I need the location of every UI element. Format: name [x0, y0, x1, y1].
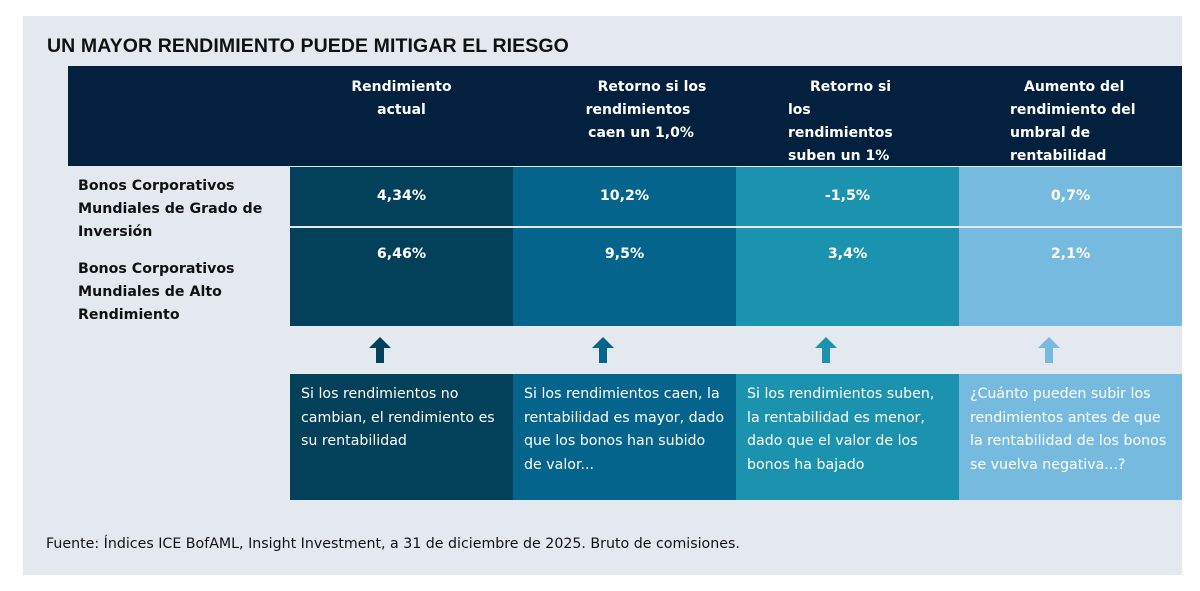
description-yields-rise: Si los rendimientos suben, la rentabilid…: [736, 374, 959, 500]
description-breakeven: ¿Cuánto pueden subir los rendimientos an…: [959, 374, 1182, 500]
source-footnote: Fuente: Índices ICE BofAML, Insight Inve…: [46, 536, 740, 552]
header-line: rendimientos: [585, 102, 691, 118]
header-breakeven: Aumento del rendimiento del umbral de re…: [1010, 76, 1180, 168]
cell-hy-current-yield: 6,46%: [290, 228, 513, 326]
header-return-yields-rise: Retorno si los rendimientos suben un 1%: [788, 76, 988, 168]
cell-hy-breakeven: 2,1%: [959, 228, 1182, 326]
header-return-yields-fall: Retorno si los rendimientos caen un 1,0%: [538, 76, 738, 145]
row-label-high-yield: Bonos Corporativos Mundiales de Alto Ren…: [78, 261, 235, 323]
arrow-up-icon: [937, 336, 1160, 366]
infographic-panel: UN MAYOR RENDIMIENTO PUEDE MITIGAR EL RI…: [23, 16, 1182, 575]
header-line: Aumento del: [1024, 79, 1125, 95]
description-yields-fall: Si los rendimientos caen, la rentabilida…: [513, 374, 736, 500]
cell-ig-yields-fall: 10,2%: [513, 167, 736, 226]
cell-hy-yields-fall: 9,5%: [513, 228, 736, 326]
header-line: actual: [377, 102, 426, 118]
header-line: Retorno si los: [597, 79, 707, 95]
arrow-up-icon: [714, 336, 937, 366]
page-title: UN MAYOR RENDIMIENTO PUEDE MITIGAR EL RI…: [47, 35, 569, 57]
description-current-yield: Si los rendimientos no cambian, el rendi…: [290, 374, 513, 500]
header-line: Rendimiento: [351, 79, 452, 95]
header-line: los: [788, 102, 811, 118]
row-divider: [290, 226, 1182, 228]
header-line: caen un 1,0%: [588, 125, 694, 141]
table-header: Rendimiento actual Retorno si los rendim…: [68, 66, 1182, 166]
header-line: suben un 1%: [788, 148, 890, 164]
cell-ig-yields-rise: -1,5%: [736, 167, 959, 226]
header-line: rendimientos: [788, 125, 893, 141]
cell-ig-current-yield: 4,34%: [290, 167, 513, 226]
arrow-up-icon: [491, 336, 714, 366]
header-current-yield: Rendimiento actual: [290, 76, 513, 122]
cell-ig-breakeven: 0,7%: [959, 167, 1182, 226]
cell-hy-yields-rise: 3,4%: [736, 228, 959, 326]
header-line: Retorno si: [810, 79, 892, 95]
arrow-up-icon: [268, 336, 491, 366]
row-label-investment-grade: Bonos Corporativos Mundiales de Grado de…: [78, 178, 263, 240]
header-line: rentabilidad: [1010, 148, 1107, 164]
header-line: umbral de: [1010, 125, 1091, 141]
header-line: rendimiento del: [1010, 102, 1136, 118]
